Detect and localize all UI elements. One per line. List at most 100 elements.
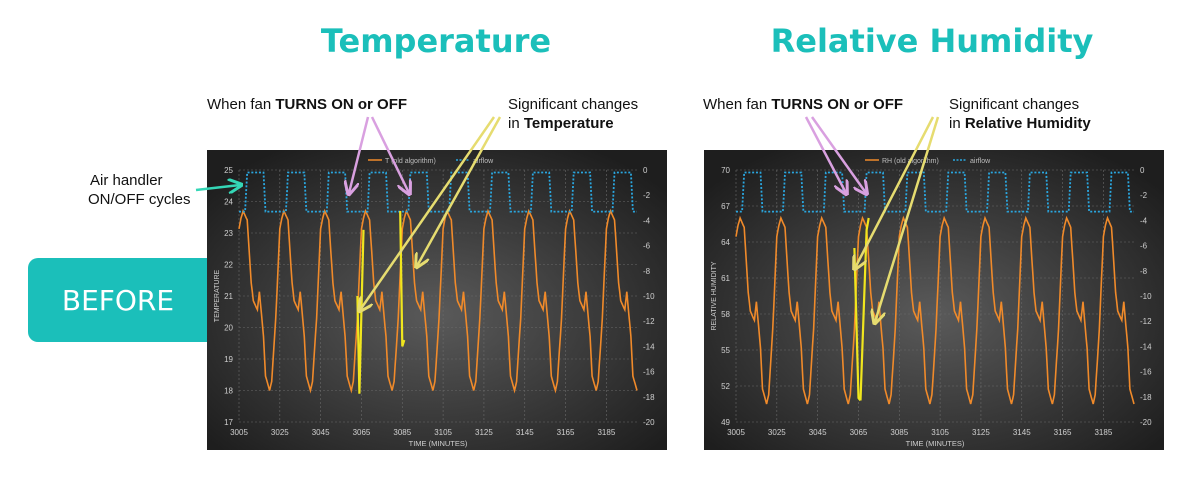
- x-tick-label: 3165: [557, 428, 575, 437]
- legend-label-airflow: airflow: [970, 158, 991, 165]
- fan-arrow-left-1: [349, 116, 370, 193]
- y-tick-label: 21: [224, 292, 233, 301]
- change-arrow-right-1: [855, 116, 935, 268]
- y2-tick-label: -8: [643, 267, 651, 276]
- x-tick-label: 3165: [1054, 428, 1072, 437]
- series-airflow-line: [239, 171, 637, 213]
- air-handler-annotation: Air handler ON/OFF cycles: [88, 171, 191, 209]
- highlight-segment: [399, 210, 406, 347]
- y2-tick-label: -4: [643, 216, 651, 225]
- x-axis-label: TIME (MINUTES): [906, 439, 965, 448]
- highlight-segment: [356, 229, 365, 394]
- x-tick-label: 3025: [271, 428, 289, 437]
- y2-tick-label: -14: [1140, 342, 1152, 351]
- y2-tick-label: -14: [643, 342, 655, 351]
- highlight-segment: [859, 217, 870, 401]
- y-tick-label: 22: [224, 261, 233, 270]
- x-tick-label: 3005: [727, 428, 745, 437]
- x-tick-label: 3065: [850, 428, 868, 437]
- sig-annotation-temp: Temperature: [523, 115, 614, 132]
- sig-annotation-in: in: [949, 115, 965, 132]
- y-tick-label: 52: [721, 382, 730, 391]
- sig-annotation-line1: Significant changes: [508, 96, 639, 113]
- change-arrow-right-2: [875, 116, 940, 322]
- y-tick-label: 24: [224, 198, 233, 207]
- x-tick-label: 3105: [931, 428, 949, 437]
- sig-annotation-rh: Relative Humidity: [964, 115, 1091, 132]
- x-axis-label: TIME (MINUTES): [409, 439, 468, 448]
- air-handler-arrow: [195, 185, 240, 190]
- y-tick-label: 58: [721, 310, 730, 319]
- sig-annotation-in: in: [508, 115, 524, 132]
- x-tick-label: 3005: [230, 428, 248, 437]
- y2-tick-label: -2: [643, 191, 651, 200]
- x-tick-label: 3065: [353, 428, 371, 437]
- y2-tick-label: 0: [1140, 166, 1145, 175]
- y2-tick-label: -20: [643, 418, 655, 427]
- y-tick-label: 55: [721, 346, 730, 355]
- x-tick-label: 3105: [434, 428, 452, 437]
- series-main-line: [735, 215, 1135, 405]
- y-tick-label: 17: [224, 418, 233, 427]
- y-tick-label: 49: [721, 418, 730, 427]
- legend-label-main: T (old algorithm): [385, 158, 436, 165]
- y2-tick-label: -12: [643, 317, 655, 326]
- y2-tick-label: -18: [643, 393, 655, 402]
- change-arrow-left-2: [417, 116, 502, 266]
- series-airflow-line: [736, 171, 1134, 213]
- y-axis-label: TEMPERATURE: [214, 269, 221, 322]
- sig-annotation-line1: Significant changes: [949, 96, 1080, 113]
- fan-annotation-left: When fan TURNS ON or OFF: [207, 95, 407, 114]
- y-tick-label: 23: [224, 229, 233, 238]
- fan-arrow-left-2: [370, 116, 409, 193]
- fan-annotation-prefix: When fan: [207, 96, 276, 113]
- y2-tick-label: -6: [643, 242, 651, 251]
- x-tick-label: 3185: [597, 428, 615, 437]
- x-tick-label: 3085: [890, 428, 908, 437]
- y2-tick-label: -12: [1140, 317, 1152, 326]
- x-tick-label: 3145: [1013, 428, 1031, 437]
- sig-annotation-right: Significant changes in Relative Humidity: [949, 95, 1091, 133]
- y2-tick-label: 0: [643, 166, 648, 175]
- y-tick-label: 19: [224, 355, 233, 364]
- fan-annotation-bold: TURNS ON or OFF: [275, 96, 408, 113]
- y2-tick-label: -6: [1140, 242, 1148, 251]
- air-handler-line1: Air handler: [90, 172, 163, 189]
- y2-tick-label: -18: [1140, 393, 1152, 402]
- y2-tick-label: -8: [1140, 267, 1148, 276]
- before-badge: BEFORE: [28, 258, 224, 342]
- change-arrow-left-1: [360, 116, 496, 310]
- y2-tick-label: -16: [643, 368, 655, 377]
- y2-tick-label: -2: [1140, 191, 1148, 200]
- x-tick-label: 3085: [393, 428, 411, 437]
- y2-tick-label: -10: [643, 292, 655, 301]
- relative-humidity-heading: Relative Humidity: [770, 22, 1094, 60]
- y-tick-label: 67: [721, 202, 730, 211]
- sig-annotation-left: Significant changes in Temperature: [508, 95, 638, 133]
- y2-tick-label: -20: [1140, 418, 1152, 427]
- y-tick-label: 20: [224, 324, 233, 333]
- x-tick-label: 3185: [1094, 428, 1112, 437]
- fan-annotation-right: When fan TURNS ON or OFF: [703, 95, 903, 114]
- x-tick-label: 3025: [768, 428, 786, 437]
- y2-tick-label: -10: [1140, 292, 1152, 301]
- y2-tick-label: -4: [1140, 216, 1148, 225]
- chart-background: [704, 150, 1164, 450]
- fan-arrow-right-2: [810, 116, 866, 193]
- x-tick-label: 3145: [516, 428, 534, 437]
- legend-label-airflow: airflow: [473, 158, 494, 165]
- y-axis-label: RELATIVE HUMIDITY: [711, 261, 718, 330]
- y2-tick-label: -16: [1140, 368, 1152, 377]
- x-tick-label: 3125: [972, 428, 990, 437]
- y-tick-label: 25: [224, 166, 233, 175]
- x-tick-label: 3125: [475, 428, 493, 437]
- air-handler-line2: ON/OFF cycles: [88, 191, 191, 208]
- y-tick-label: 64: [721, 238, 730, 247]
- fan-arrow-right-1: [804, 116, 846, 193]
- x-tick-label: 3045: [312, 428, 330, 437]
- y-tick-label: 18: [224, 387, 233, 396]
- fan-annotation-prefix: When fan: [703, 96, 772, 113]
- series-main-line: [238, 208, 638, 394]
- temperature-heading: Temperature: [320, 22, 552, 60]
